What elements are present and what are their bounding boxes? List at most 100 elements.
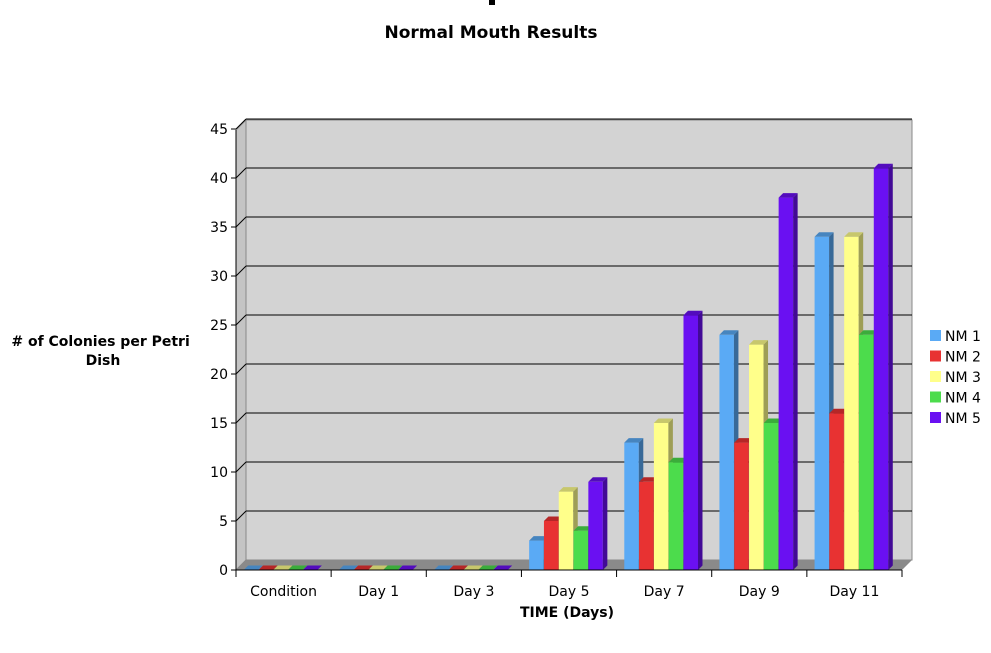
gridline-diagonal bbox=[235, 118, 247, 130]
bar-top bbox=[478, 565, 498, 570]
y-tick-label: 20 bbox=[210, 367, 228, 383]
bar-side bbox=[602, 477, 608, 570]
bar-front bbox=[749, 344, 764, 570]
bar-top bbox=[258, 565, 278, 570]
bar-front bbox=[529, 540, 544, 570]
bar-top bbox=[353, 565, 373, 570]
legend-label: NM 5 bbox=[945, 411, 981, 427]
bar-front bbox=[829, 413, 844, 570]
bar-front bbox=[653, 423, 669, 570]
gridline-diagonal bbox=[235, 265, 247, 277]
legend-swatch bbox=[930, 412, 941, 423]
bar-side bbox=[697, 310, 703, 570]
plot-side-wall bbox=[235, 118, 247, 572]
x-tick-label: Day 1 bbox=[358, 584, 399, 600]
gridline-diagonal bbox=[235, 167, 247, 179]
bar-top bbox=[288, 565, 308, 570]
bar-front bbox=[734, 442, 749, 570]
bar-front bbox=[573, 530, 589, 570]
x-tick-label: Day 3 bbox=[453, 584, 494, 600]
bar-top bbox=[434, 565, 454, 570]
bars bbox=[243, 163, 893, 571]
x-tick-label: Condition bbox=[250, 584, 317, 600]
bar-top bbox=[243, 565, 263, 570]
bar-front bbox=[719, 334, 734, 570]
bar-top bbox=[558, 487, 578, 492]
bar-top bbox=[543, 516, 563, 521]
bar-top bbox=[873, 163, 893, 169]
bar-front bbox=[814, 236, 830, 571]
y-tick-label: 0 bbox=[219, 563, 228, 579]
bar-top bbox=[529, 536, 549, 541]
chart-title: Normal Mouth Results bbox=[385, 23, 598, 43]
bar-front bbox=[639, 481, 654, 570]
legend-label: NM 2 bbox=[945, 350, 981, 366]
bar-front bbox=[873, 168, 889, 570]
legend: NM 1 NM 2 NM 3 NM 4 NM 5 bbox=[930, 329, 981, 427]
bar-top bbox=[398, 565, 418, 570]
legend-swatch bbox=[930, 330, 941, 341]
bar-top bbox=[573, 526, 593, 531]
x-tick-label: Day 7 bbox=[644, 584, 685, 600]
y-tick-label: 10 bbox=[210, 465, 228, 481]
bar-side bbox=[888, 163, 893, 570]
y-axis-ticks: 0 5 10 15 20 25 30 35 40 45 bbox=[210, 122, 236, 579]
y-axis-title-line-2: Dish bbox=[86, 353, 121, 369]
bar-top bbox=[683, 310, 703, 316]
bar bbox=[258, 565, 278, 570]
y-tick-label: 5 bbox=[219, 514, 228, 530]
gridline-diagonal bbox=[235, 412, 247, 424]
bar-top bbox=[273, 565, 293, 570]
bar-top bbox=[668, 457, 688, 463]
gridline-diagonal bbox=[235, 216, 247, 228]
x-tick-label: Day 11 bbox=[829, 584, 879, 600]
bar bbox=[448, 565, 468, 570]
bar bbox=[683, 310, 703, 570]
bar-top bbox=[829, 408, 849, 414]
y-tick-label: 35 bbox=[210, 220, 228, 236]
gridline-diagonal bbox=[235, 314, 247, 326]
x-tick-label: Day 5 bbox=[548, 584, 589, 600]
bar-top bbox=[448, 565, 468, 570]
x-axis-title: TIME (Days) bbox=[520, 605, 614, 621]
legend-item: NM 2 bbox=[930, 350, 981, 366]
bar-top bbox=[338, 565, 358, 570]
bar-front bbox=[668, 462, 684, 570]
y-axis-title: # of Colonies per Petri Dish bbox=[11, 334, 194, 369]
bar bbox=[368, 565, 388, 570]
bar-top bbox=[719, 330, 739, 335]
legend-item: NM 3 bbox=[930, 370, 981, 386]
bar-top bbox=[778, 193, 798, 198]
bar-front bbox=[683, 315, 698, 570]
bar bbox=[463, 565, 483, 570]
bar bbox=[778, 193, 798, 570]
bar-front bbox=[778, 197, 794, 570]
bar-top bbox=[493, 565, 513, 570]
legend-label: NM 3 bbox=[945, 370, 981, 386]
bar-top bbox=[588, 477, 608, 482]
bar-top bbox=[624, 438, 644, 443]
bar-top bbox=[463, 565, 483, 570]
bar bbox=[302, 565, 322, 570]
bar-top bbox=[763, 418, 783, 423]
bar-front bbox=[624, 442, 639, 570]
bar-top bbox=[383, 565, 403, 570]
bar bbox=[338, 565, 358, 570]
bar bbox=[288, 565, 308, 570]
bar bbox=[398, 565, 418, 570]
bar bbox=[493, 565, 513, 570]
legend-item: NM 4 bbox=[930, 391, 981, 407]
y-tick-label: 15 bbox=[210, 416, 228, 432]
bar bbox=[273, 565, 293, 570]
clipped-title-fragment bbox=[489, 0, 495, 5]
legend-label: NM 4 bbox=[945, 391, 981, 407]
bar-top bbox=[653, 418, 673, 423]
plot-area: 0 5 10 15 20 25 30 35 40 45 Condition Day 1 Day 3 Da… bbox=[210, 118, 913, 600]
bar-front bbox=[588, 481, 603, 570]
bar bbox=[243, 565, 263, 570]
bar-front bbox=[558, 491, 574, 570]
bar bbox=[383, 565, 403, 570]
gridline-diagonal bbox=[235, 510, 247, 522]
bar-top bbox=[814, 232, 834, 237]
